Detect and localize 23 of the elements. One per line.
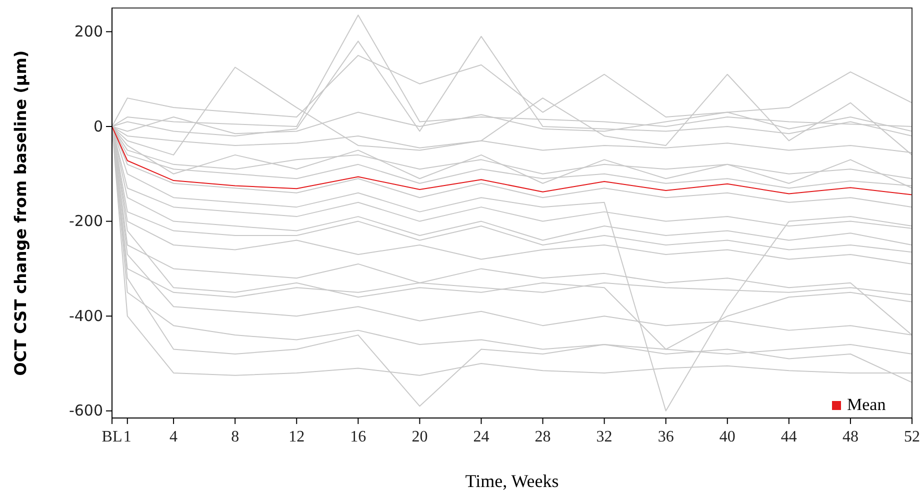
x-tick-label: 40: [719, 428, 736, 446]
y-tick-label: 200: [74, 22, 103, 40]
x-tick-label: 28: [534, 428, 551, 446]
x-tick-label: 1: [123, 428, 132, 446]
x-tick-label: 16: [350, 428, 366, 446]
x-tick-label: 24: [473, 428, 490, 446]
x-tick-label: 52: [904, 428, 920, 446]
y-axis-title: OCT CST change from baseline (μm): [11, 50, 30, 376]
x-tick-label: 12: [288, 428, 305, 446]
y-tick-label: -600: [68, 402, 103, 420]
y-tick-label: -400: [68, 306, 103, 325]
x-axis-title: Time, Weeks: [465, 471, 559, 491]
x-tick-label: 20: [412, 428, 428, 446]
x-tick-label: BL: [102, 428, 122, 446]
x-tick-label: 4: [170, 428, 178, 446]
legend-label: Mean: [847, 395, 886, 414]
x-tick-label: 32: [596, 428, 612, 446]
x-tick-label: 8: [231, 428, 240, 446]
x-tick-label: 36: [658, 428, 674, 446]
x-tick-label: 44: [780, 428, 797, 446]
y-tick-label: 0: [93, 117, 103, 136]
y-tick-label: -200: [68, 212, 103, 230]
x-tick-label: 48: [842, 428, 858, 446]
